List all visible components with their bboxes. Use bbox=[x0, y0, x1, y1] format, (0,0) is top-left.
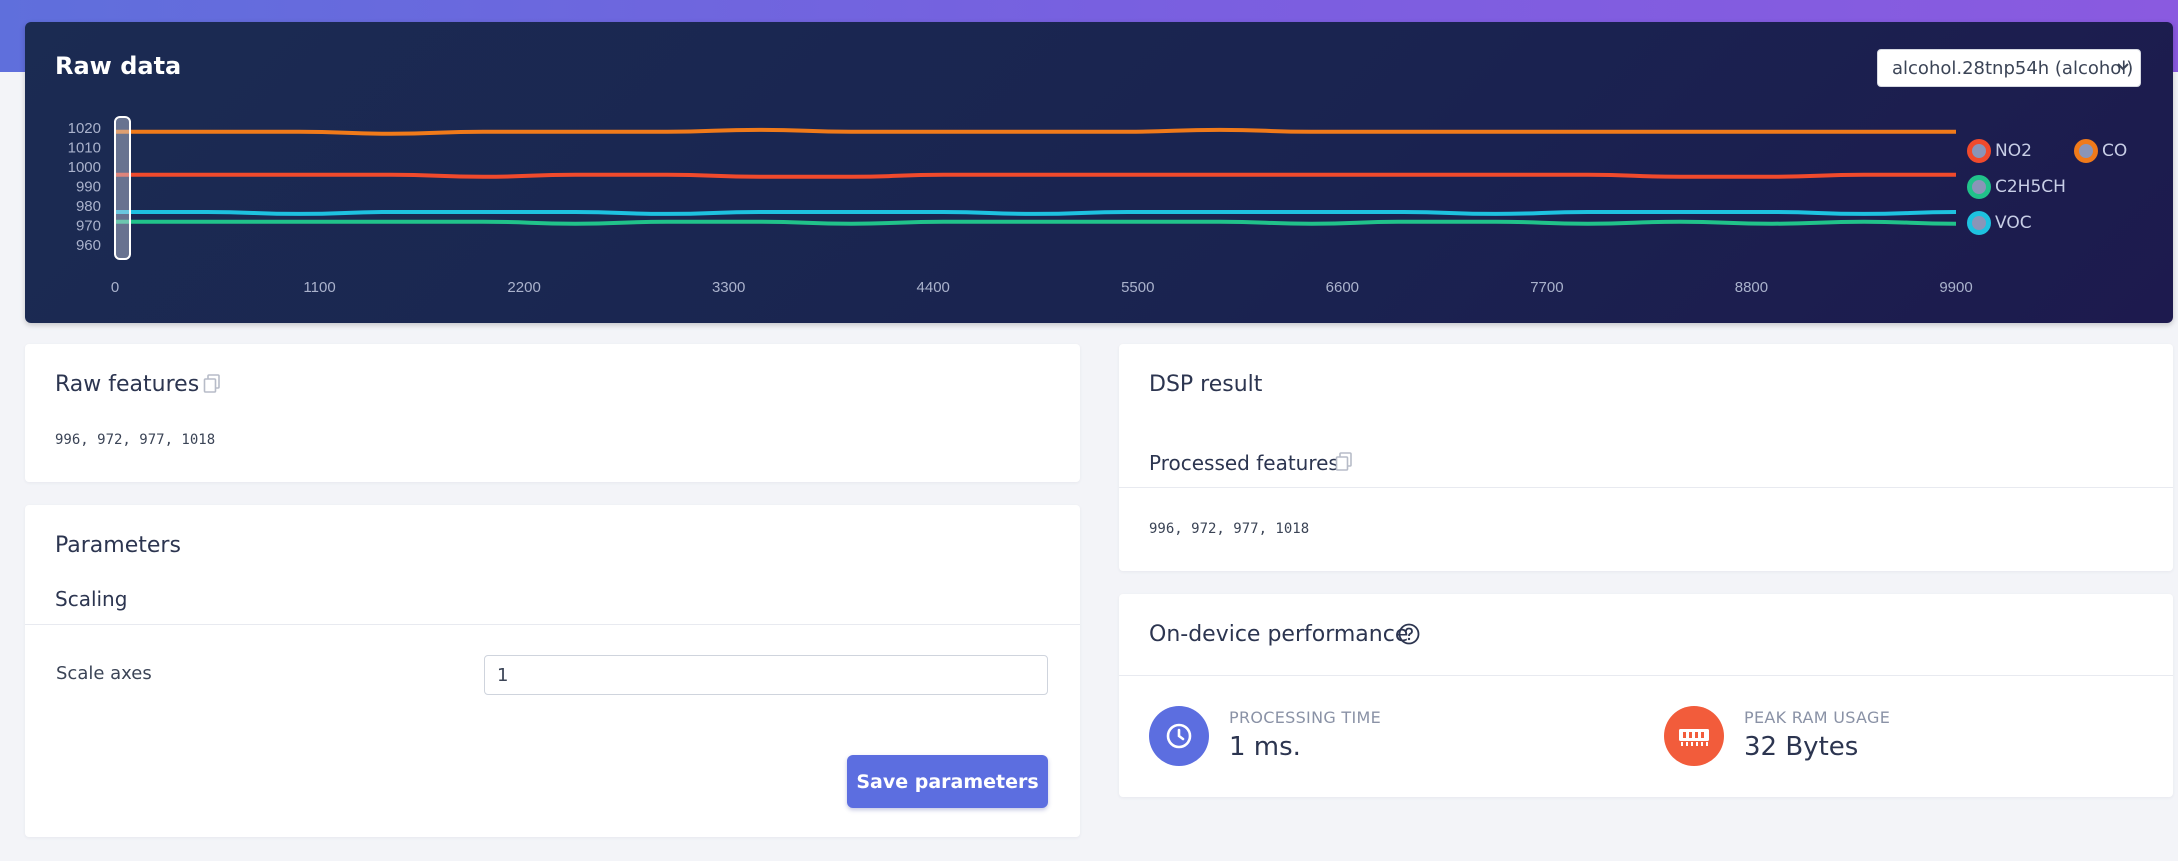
legend-label: NO2 bbox=[1995, 141, 2032, 161]
x-tick-label: 1100 bbox=[303, 279, 335, 296]
processed-features-values: 996, 972, 977, 1018 bbox=[1149, 521, 1310, 537]
y-tick-label: 960 bbox=[76, 237, 101, 254]
legend-label: C2H5CH bbox=[1995, 177, 2066, 197]
legend-swatch bbox=[1967, 211, 1991, 235]
peak-ram-label: PEAK RAM USAGE bbox=[1744, 708, 1891, 727]
divider bbox=[25, 624, 1080, 625]
scaling-section-title: Scaling bbox=[55, 587, 128, 611]
processing-time-badge bbox=[1149, 706, 1209, 766]
raw-features-card: Raw features 996, 972, 977, 1018 bbox=[25, 344, 1080, 482]
legend-item-co[interactable]: CO bbox=[2074, 139, 2127, 163]
memory-chip-icon bbox=[1679, 729, 1709, 746]
divider bbox=[1119, 675, 2173, 676]
series-line-co bbox=[115, 127, 1956, 136]
x-tick-label: 0 bbox=[111, 279, 119, 296]
series-line-c2h5ch bbox=[114, 219, 1957, 226]
x-tick-label: 8800 bbox=[1735, 279, 1768, 296]
copy-icon[interactable] bbox=[203, 374, 221, 394]
dsp-result-card: DSP result Processed features 996, 972, … bbox=[1119, 344, 2173, 571]
sample-select-value: alcohol.28tnp54h (alcohol) bbox=[1892, 57, 2134, 79]
y-tick-label: 990 bbox=[76, 179, 101, 196]
peak-ram-badge bbox=[1664, 706, 1724, 766]
scale-axes-label: Scale axes bbox=[56, 663, 152, 684]
x-tick-label: 7700 bbox=[1530, 279, 1563, 296]
legend-item-no2[interactable]: NO2 bbox=[1967, 139, 2032, 163]
raw-features-values: 996, 972, 977, 1018 bbox=[55, 432, 216, 448]
clock-icon bbox=[1166, 723, 1192, 749]
scale-axes-input[interactable] bbox=[484, 655, 1048, 695]
legend-swatch bbox=[2074, 139, 2098, 163]
x-tick-label: 4400 bbox=[917, 279, 950, 296]
window-selection-handle[interactable] bbox=[114, 116, 131, 260]
save-parameters-button[interactable]: Save parameters bbox=[847, 755, 1048, 808]
legend-item-c2h5ch[interactable]: C2H5CH bbox=[1967, 175, 2066, 199]
dsp-result-title: DSP result bbox=[1149, 372, 1263, 397]
sample-select[interactable]: alcohol.28tnp54h (alcohol) bbox=[1877, 49, 2141, 87]
x-tick-label: 3300 bbox=[712, 279, 745, 296]
legend-item-voc[interactable]: VOC bbox=[1967, 211, 2032, 235]
y-tick-label: 1000 bbox=[68, 159, 101, 176]
x-tick-label: 2200 bbox=[507, 279, 540, 296]
parameters-title: Parameters bbox=[55, 533, 181, 558]
legend-label: VOC bbox=[1995, 213, 2032, 233]
raw-data-chart: 960 970 980 990 1000 1010 1020 0 1100 2200 3300 440… bbox=[68, 116, 1973, 296]
y-tick-label: 980 bbox=[76, 198, 101, 215]
legend-label: CO bbox=[2102, 141, 2128, 161]
performance-card: On-device performance PROCESSING TIME 1 … bbox=[1119, 594, 2173, 797]
processing-time-label: PROCESSING TIME bbox=[1229, 708, 1382, 727]
legend-swatch bbox=[1967, 139, 1991, 163]
copy-icon[interactable] bbox=[1335, 452, 1353, 472]
x-tick-label: 6600 bbox=[1326, 279, 1359, 296]
x-tick-label: 9900 bbox=[1939, 279, 1972, 296]
peak-ram-value: 32 Bytes bbox=[1744, 732, 1859, 762]
series-line-no2 bbox=[115, 172, 1956, 179]
raw-data-card: Raw data alcohol.28tnp54h (alcohol) 960 9… bbox=[25, 22, 2173, 323]
performance-title: On-device performance bbox=[1149, 622, 1409, 647]
series-line-voc bbox=[114, 209, 1957, 216]
y-tick-label: 1020 bbox=[68, 120, 101, 137]
y-tick-label: 1010 bbox=[68, 139, 101, 156]
chevron-down-icon bbox=[2117, 63, 2129, 71]
y-tick-label: 970 bbox=[76, 218, 101, 235]
raw-data-title: Raw data bbox=[55, 52, 182, 80]
parameters-card: Parameters Scaling Scale axes Save param… bbox=[25, 505, 1080, 837]
x-tick-label: 5500 bbox=[1121, 279, 1154, 296]
raw-features-title: Raw features bbox=[55, 372, 200, 397]
legend-swatch bbox=[1967, 175, 1991, 199]
processed-features-title: Processed features bbox=[1149, 451, 1339, 475]
help-icon[interactable] bbox=[1398, 623, 1420, 645]
processing-time-value: 1 ms. bbox=[1229, 732, 1301, 762]
divider bbox=[1119, 487, 2173, 488]
